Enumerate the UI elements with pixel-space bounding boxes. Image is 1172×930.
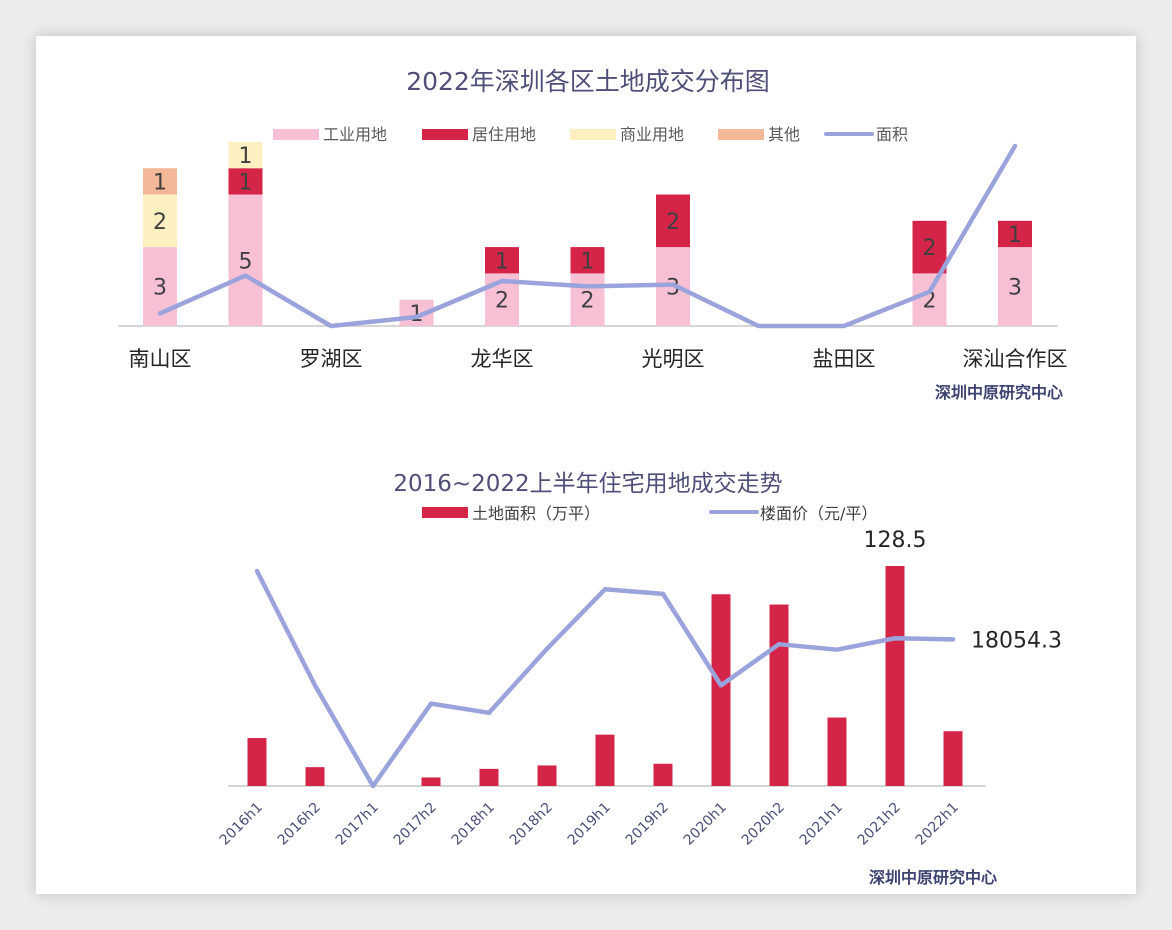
bar-value-label: 3 [666, 276, 680, 301]
bar-area [421, 777, 441, 786]
bar-value-label: 1 [581, 249, 595, 274]
area-line [157, 143, 1018, 329]
bar-area [769, 604, 789, 786]
bar-residential [570, 247, 605, 274]
source-label: 深圳中原研究中心 [869, 868, 997, 887]
bar-area [711, 594, 731, 786]
bar-value-label: 2 [495, 289, 509, 314]
bar-value-label: 3 [153, 276, 167, 301]
x-tick-label: 盐田区 [813, 347, 876, 371]
x-tick-label: 2016h2 [275, 800, 324, 849]
bar-value-label: 3 [1008, 276, 1022, 301]
bar-value-label: 2 [923, 236, 937, 261]
bar-other [143, 168, 177, 195]
legend-swatch [570, 129, 616, 140]
x-tick-label: 2022h1 [913, 800, 962, 849]
chart-title: 2022年深圳各区土地成交分布图 [406, 67, 770, 96]
line-last-label: 18054.3 [971, 628, 1062, 653]
x-tick-label: 光明区 [642, 347, 705, 371]
bar-value-label: 5 [239, 249, 253, 274]
bar-residential [228, 168, 263, 195]
x-tick-label: 2018h2 [507, 800, 556, 849]
bar-area [305, 767, 325, 786]
bar-value-label: 2 [153, 210, 167, 235]
x-tick-label: 2019h2 [623, 800, 672, 849]
legend-label: 居住用地 [472, 125, 536, 144]
bar-area [247, 738, 267, 786]
x-tick-label: 2021h1 [797, 800, 846, 849]
legend-swatch [422, 507, 468, 518]
x-tick-label: 2021h2 [855, 800, 904, 849]
legend-swatch [273, 129, 319, 140]
bar-area [827, 717, 847, 786]
bar-area [595, 734, 615, 786]
legend-label: 楼面价（元/平） [760, 504, 877, 523]
bar-industrial [228, 194, 263, 326]
chart-title: 2016~2022上半年住宅用地成交走势 [393, 471, 782, 497]
bar-value-label: 2 [666, 210, 680, 235]
bar-industrial [998, 247, 1032, 326]
source-label: 深圳中原研究中心 [935, 383, 1063, 402]
legend-label: 其他 [768, 125, 800, 144]
x-tick-label: 2020h1 [681, 800, 730, 849]
bar-peak-label: 128.5 [864, 528, 927, 553]
bar-area [479, 768, 499, 786]
bar-value-label: 1 [239, 144, 253, 169]
bar-commercial [228, 141, 263, 169]
bar-industrial [570, 273, 605, 326]
bar-area [943, 731, 963, 786]
x-tick-label: 罗湖区 [300, 347, 363, 371]
legend-label: 面积 [876, 125, 908, 144]
bar-area [537, 765, 557, 786]
chart-card: 2022年深圳各区土地成交分布图工业用地 居住用地 商业用地 其他 面积 3 2 1 南山区 5 1… [36, 36, 1136, 894]
bar-value-label: 1 [1008, 223, 1022, 248]
bar-industrial [912, 273, 947, 326]
x-tick-label: 2019h1 [565, 800, 614, 849]
x-tick-label: 2020h2 [739, 800, 788, 849]
legend-swatch [422, 129, 468, 140]
x-tick-label: 2017h2 [391, 800, 440, 849]
legend-label: 商业用地 [620, 125, 684, 144]
bar-value-label: 1 [153, 170, 167, 195]
bar-area [885, 566, 905, 786]
bar-residential [912, 220, 947, 274]
bar-residential [998, 220, 1032, 248]
bar-area [653, 763, 673, 786]
bar-value-label: 1 [410, 302, 424, 327]
x-tick-label: 龙华区 [471, 347, 534, 371]
x-tick-label: 深汕合作区 [963, 347, 1068, 371]
bar-residential [656, 194, 690, 248]
x-tick-label: 2018h1 [449, 800, 498, 849]
x-tick-label: 2016h1 [217, 800, 266, 849]
legend-label: 土地面积（万平） [472, 504, 600, 523]
bar-value-label: 2 [581, 289, 595, 314]
price-line [254, 568, 956, 789]
bar-commercial [143, 194, 177, 248]
legend-swatch [718, 129, 764, 140]
x-tick-label: 2017h1 [333, 800, 382, 849]
legend-label: 工业用地 [323, 125, 387, 144]
bar-residential [485, 247, 519, 274]
x-tick-label: 南山区 [129, 347, 192, 371]
bar-value-label: 1 [239, 170, 253, 195]
bar-value-label: 1 [495, 249, 509, 274]
